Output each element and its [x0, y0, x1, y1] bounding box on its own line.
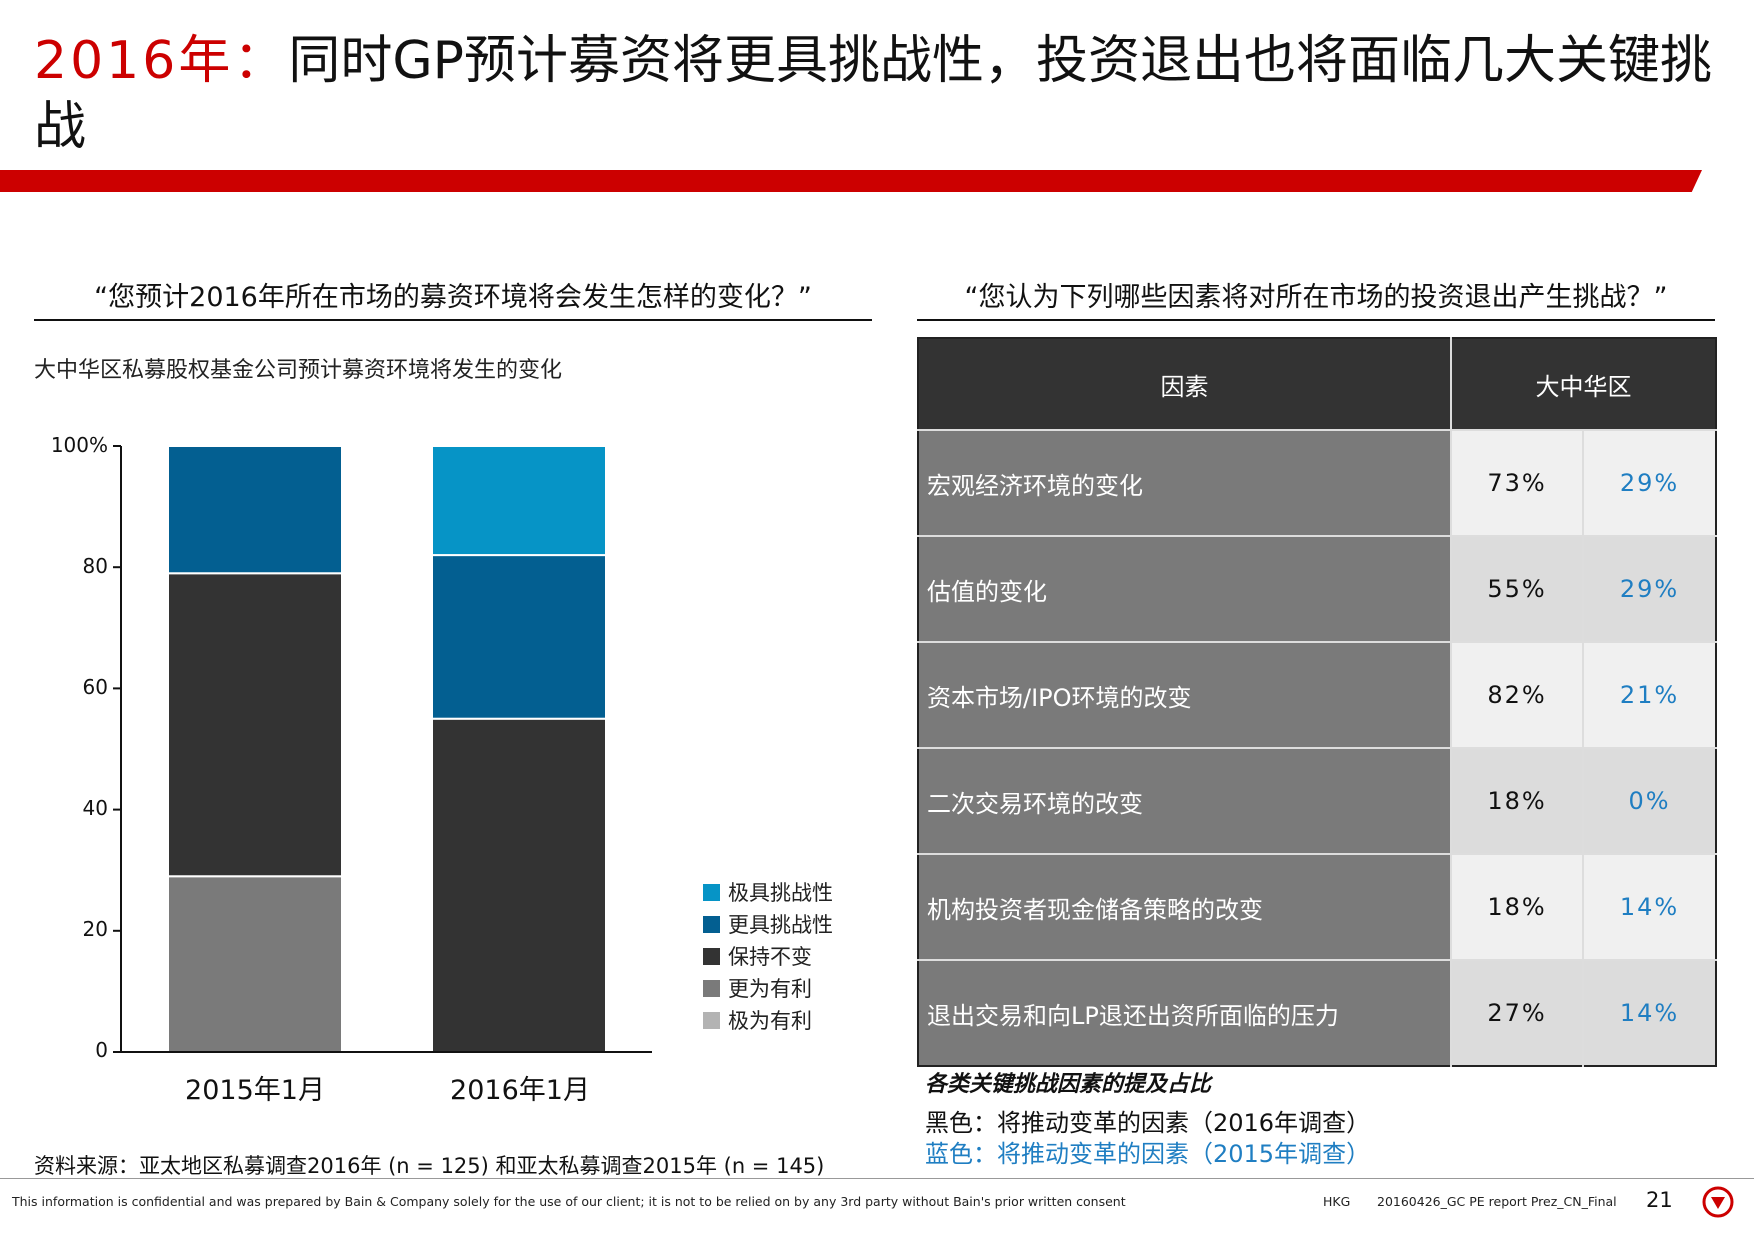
- confidential-notice: This information is confidential and was…: [12, 1194, 1126, 1209]
- file-name: 20160426_GC PE report Prez_CN_Final: [1377, 1194, 1617, 1209]
- table-row: 估值的变化 55% 29%: [918, 535, 1716, 642]
- legend-swatch: [703, 1011, 720, 1029]
- office-code: HKG: [1323, 1194, 1351, 1209]
- y-tick-label: 60: [82, 675, 108, 699]
- value-2015-cell: 29%: [1583, 429, 1716, 536]
- table-row: 二次交易环境的改变 18% 0%: [918, 747, 1716, 854]
- y-tick-label: 40: [82, 796, 108, 820]
- y-tick-label: 100%: [50, 433, 108, 457]
- factor-cell: 退出交易和向LP退还出资所面临的压力: [918, 959, 1452, 1066]
- x-label-2015: 2015年1月: [185, 1075, 325, 1106]
- stacked-bar-chart: [113, 445, 652, 1054]
- chart-legend: 极具挑战性 更具挑战性 保持不变 更为有利 极为有利: [703, 876, 833, 1036]
- footer-divider: [0, 1178, 1754, 1179]
- value-2016-cell: 18%: [1451, 853, 1584, 960]
- legend-swatch: [703, 947, 720, 965]
- left-question: “您预计2016年所在市场的募资环境将会发生怎样的变化？”: [34, 281, 872, 321]
- value-2015-cell: 21%: [1583, 641, 1716, 748]
- value-2015-cell: 0%: [1583, 747, 1716, 854]
- value-2016-cell: 27%: [1451, 959, 1584, 1066]
- value-2015-cell: 29%: [1583, 535, 1716, 642]
- slide-title: 2016年：同时GP预计募资将更具挑战性，投资退出也将面临几大关键挑战: [34, 28, 1724, 160]
- exit-factors-table: 因素 大中华区 宏观经济环境的变化 73% 29% 估值的变化 55% 29% …: [917, 337, 1717, 1067]
- right-question: “您认为下列哪些因素将对所在市场的投资退出产生挑战？”: [917, 281, 1715, 321]
- legend-label: 更为有利: [728, 977, 812, 1001]
- legend-label: 极为有利: [728, 1009, 812, 1033]
- y-tick-label: 20: [82, 917, 108, 941]
- table-header-row: 因素 大中华区: [918, 338, 1716, 430]
- bar-segment: [431, 717, 607, 1053]
- legend-note-blue: 蓝色：将推动变革的因素（2015年调查）: [925, 1140, 1371, 1168]
- title-accent-band: [0, 170, 1702, 192]
- legend-swatch: [703, 883, 720, 901]
- header-factor: 因素: [918, 338, 1452, 430]
- y-tick-label: 0: [95, 1038, 108, 1062]
- value-2016-cell: 82%: [1451, 641, 1584, 748]
- value-2016-cell: 73%: [1451, 429, 1584, 536]
- factor-cell: 宏观经济环境的变化: [918, 429, 1452, 536]
- bar-segment: [431, 554, 607, 720]
- legend-item: 更具挑战性: [703, 908, 833, 940]
- table-row: 宏观经济环境的变化 73% 29%: [918, 429, 1716, 536]
- bain-logo-icon: [1702, 1186, 1734, 1218]
- legend-item: 极为有利: [703, 1004, 833, 1036]
- value-2015-cell: 14%: [1583, 959, 1716, 1066]
- page-number: 21: [1646, 1188, 1673, 1212]
- bar-segment: [167, 875, 343, 1054]
- value-2016-cell: 18%: [1451, 747, 1584, 854]
- legend-label: 保持不变: [728, 945, 812, 969]
- bar-segment: [167, 572, 343, 878]
- x-label-2016: 2016年1月: [450, 1075, 590, 1106]
- table-caption: 各类关键挑战因素的提及占比: [925, 1072, 1212, 1097]
- legend-swatch: [703, 979, 720, 997]
- table-row: 退出交易和向LP退还出资所面临的压力 27% 14%: [918, 959, 1716, 1066]
- bar-segment: [431, 445, 607, 557]
- legend-note-black: 黑色：将推动变革的因素（2016年调查）: [925, 1109, 1371, 1137]
- table-row: 资本市场/IPO环境的改变 82% 21%: [918, 641, 1716, 748]
- table-row: 机构投资者现金储备策略的改变 18% 14%: [918, 853, 1716, 960]
- chart-subtitle: 大中华区私募股权基金公司预计募资环境将发生的变化: [34, 358, 563, 383]
- factor-cell: 估值的变化: [918, 535, 1452, 642]
- factor-cell: 资本市场/IPO环境的改变: [918, 641, 1452, 748]
- legend-label: 极具挑战性: [728, 881, 833, 905]
- legend-swatch: [703, 915, 720, 933]
- legend-label: 更具挑战性: [728, 913, 833, 937]
- legend-item: 保持不变: [703, 940, 833, 972]
- bar-segment: [167, 445, 343, 575]
- slide-title-year: 2016年：: [34, 31, 289, 91]
- value-2015-cell: 14%: [1583, 853, 1716, 960]
- source-note: 资料来源：亚太地区私募调查2016年 (n = 125) 和亚太私募调查2015…: [34, 1154, 825, 1178]
- legend-item: 更为有利: [703, 972, 833, 1004]
- legend-item: 极具挑战性: [703, 876, 833, 908]
- header-region: 大中华区: [1451, 338, 1716, 430]
- value-2016-cell: 55%: [1451, 535, 1584, 642]
- factor-cell: 机构投资者现金储备策略的改变: [918, 853, 1452, 960]
- y-tick-label: 80: [82, 554, 108, 578]
- factor-cell: 二次交易环境的改变: [918, 747, 1452, 854]
- slide-title-text: 同时GP预计募资将更具挑战性，投资退出也将面临几大关键挑战: [34, 31, 1712, 157]
